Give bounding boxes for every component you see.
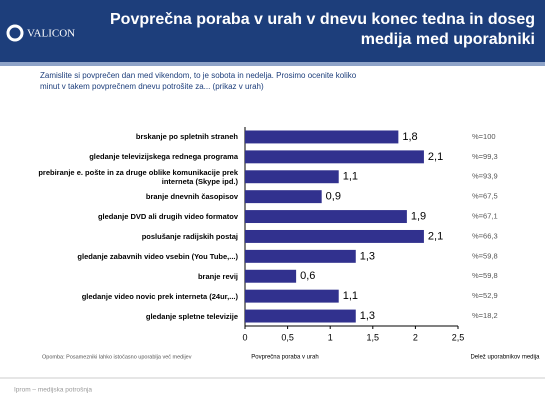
value-label: 1,8 [402,131,417,143]
logo-icon [6,24,24,42]
bar [245,150,424,164]
value-label: 1,3 [360,310,375,322]
bar [245,210,407,224]
logo: VALICON [27,28,75,40]
header-band [0,0,545,62]
value-label: 0,6 [300,270,315,282]
x-axis-title: Povprečna poraba v urah [251,355,318,361]
share-label: %=18,2 [472,311,498,320]
bar [245,190,322,204]
x-tick-label: 0 [242,332,247,342]
category-label: gledanje video novic prek interneta (24u… [81,291,238,301]
share-label: %=99,3 [472,152,498,161]
bar [245,130,399,144]
header-stripe [0,62,545,66]
share-label: %=100 [472,132,496,141]
value-label: 2,1 [428,151,443,163]
category-label: poslušanje radijskih postaj [141,231,238,241]
x-tick-label: 2 [413,332,418,342]
category-label: branje revij [197,271,238,281]
x-tick-label: 1 [328,332,333,342]
value-label: 0,9 [326,191,341,203]
category-label: gledanje televizijskega rednega programa [89,152,238,162]
share-title: Delež uporabnikov medija [470,355,540,361]
bar [245,170,339,184]
value-label: 1,1 [343,290,358,302]
share-label: %=66,3 [472,231,498,240]
share-label: %=93,9 [472,172,498,181]
bar [245,229,424,243]
x-tick-label: 1,5 [367,332,380,342]
note: Opomba: Posamezniki lahko istočasno upor… [42,354,192,360]
share-label: %=52,9 [472,291,498,300]
category-label: gledanje zabavnih video vsebin (You Tube… [77,251,238,261]
category-label: gledanje spletne televizije [145,311,238,321]
x-tick-label: 0,5 [281,332,294,342]
share-label: %=59,8 [472,271,498,280]
value-label: 1,9 [411,210,426,222]
bar [245,289,339,303]
title: Povprečna poraba v urah v dnevu konec te… [110,11,535,48]
value-label: 1,3 [360,250,375,262]
share-label: %=59,8 [472,251,498,260]
value-label: 1,1 [343,171,358,183]
bar [245,249,356,263]
bar [245,309,356,323]
share-label: %=67,5 [472,192,498,201]
category-label: prebiranje e. pošte in za druge oblike k… [38,167,238,186]
category-label: gledanje DVD ali drugih video formatov [97,212,238,222]
share-label: %=67,1 [472,212,498,221]
bar [245,269,297,283]
footer: Iprom – medijska potrošnja [14,387,92,394]
category-label: branje dnevnih časopisov [145,192,238,202]
category-label: brskanje po spletnih straneh [135,132,238,142]
subtitle: Zamislite si povprečen dan med vikendom,… [40,71,357,91]
x-tick-label: 2,5 [452,332,465,342]
value-label: 2,1 [428,230,443,242]
